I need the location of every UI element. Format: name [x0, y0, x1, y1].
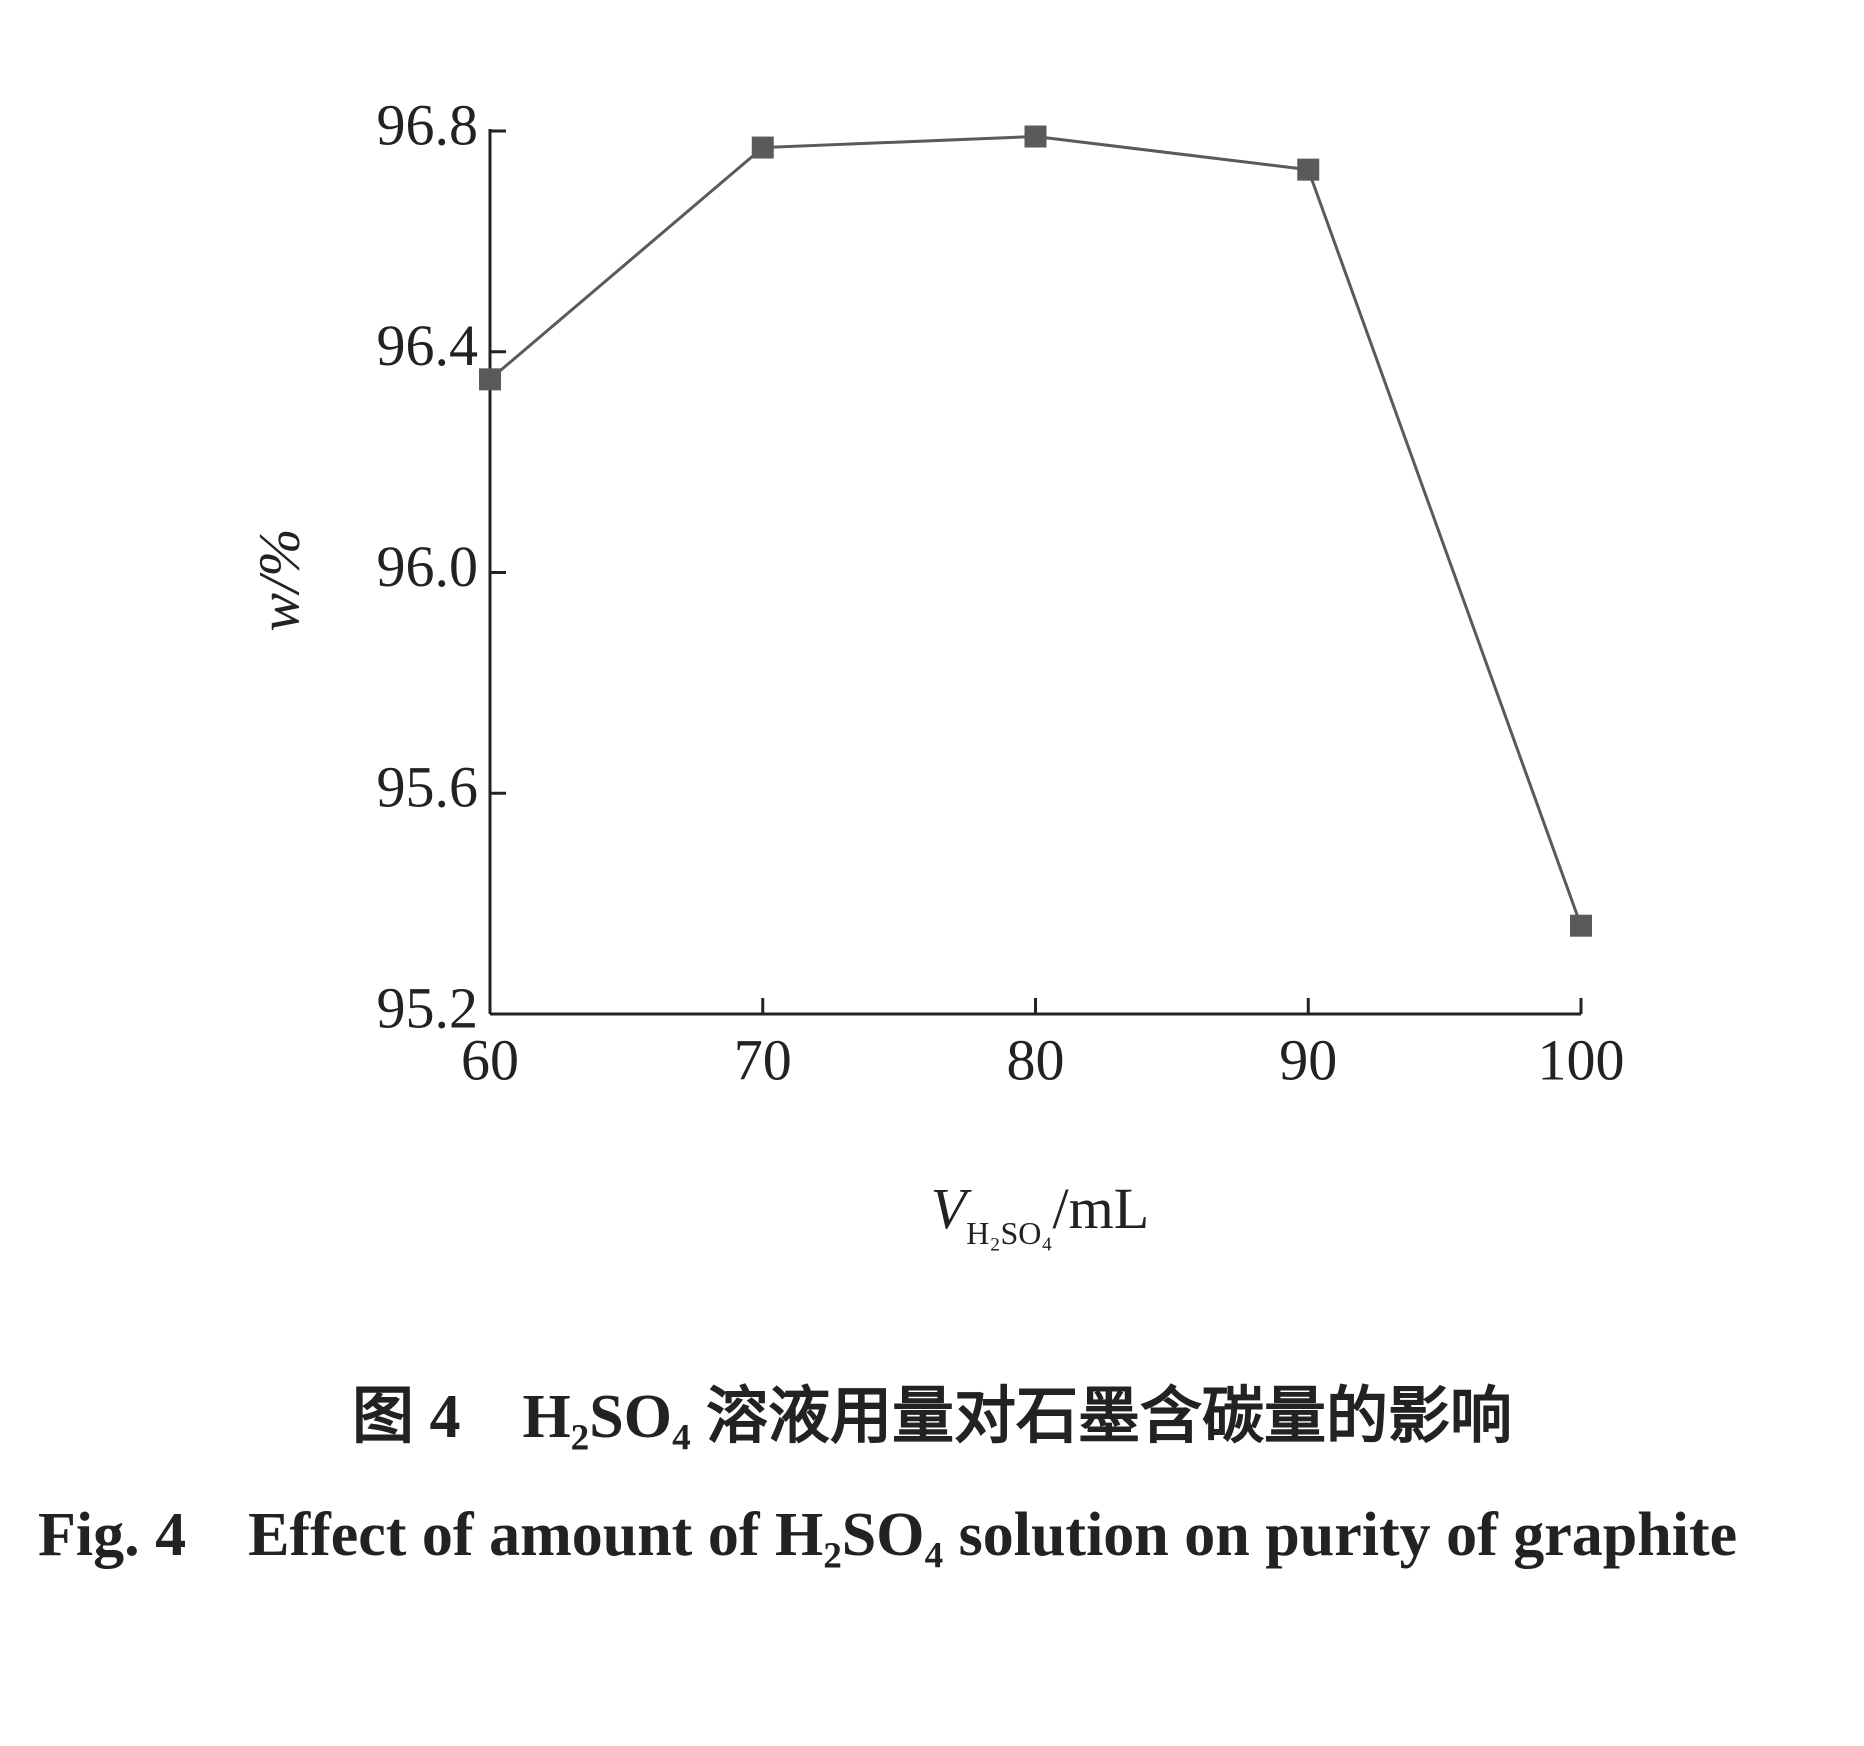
x-tick-label: 100 [1538, 1027, 1625, 1092]
caption-cn: 图 4 H₂SO₄ 溶液用量对石墨含碳量的影响 [351, 1383, 1513, 1451]
chart: w/% VH₂SO₄/mL 95.2 95.6 96.0 96.4 96.8 60 70 80… [246, 92, 1625, 1251]
y-tick-label: 96.8 [377, 92, 479, 157]
y-axis-label: w/% [246, 528, 311, 631]
point-marker [1570, 914, 1592, 937]
x-tick-label: 70 [734, 1027, 792, 1092]
point-marker [1297, 158, 1320, 181]
x-tick-label: 60 [461, 1027, 519, 1092]
caption-en: Fig. 4 Effect of amount of H₂SO₄ solutio… [38, 1501, 1738, 1569]
point-marker [479, 368, 501, 391]
y-tick-label: 96.0 [377, 534, 479, 599]
series-line [489, 135, 1583, 927]
point-marker [751, 136, 774, 159]
x-axis-label: VH₂SO₄/mL [931, 1176, 1149, 1251]
x-label-var: V [931, 1176, 973, 1241]
x-label-unit: /mL [1053, 1176, 1150, 1241]
x-tick-label: 80 [1007, 1027, 1065, 1092]
y-tick-label: 95.6 [377, 755, 479, 820]
x-label-sub: H₂SO₄ [966, 1215, 1052, 1251]
x-tick-label: 90 [1279, 1027, 1337, 1092]
y-tick-label: 95.2 [377, 975, 479, 1040]
y-tick-label: 96.4 [377, 313, 479, 378]
point-marker [1024, 125, 1047, 148]
